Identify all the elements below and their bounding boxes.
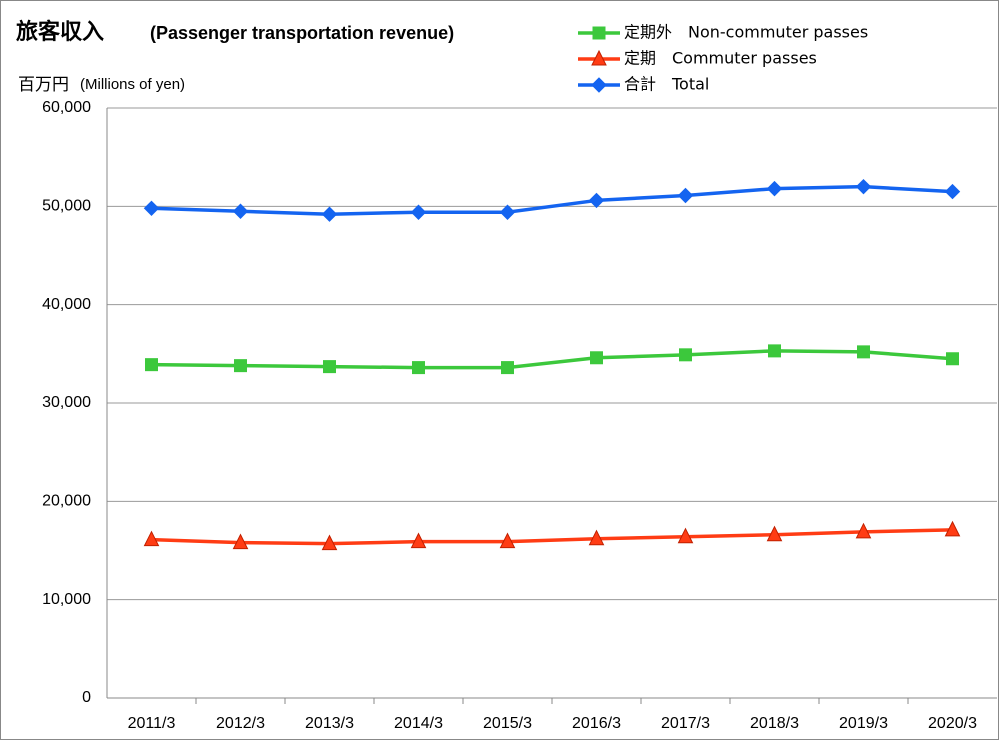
marker — [679, 348, 692, 362]
legend-label: 定期 Commuter passes — [624, 49, 817, 68]
marker — [143, 200, 160, 217]
marker — [145, 358, 158, 372]
marker — [766, 180, 783, 197]
legend-label: 定期外 Non-commuter passes — [624, 23, 868, 42]
y-tick-label: 60,000 — [42, 99, 91, 116]
legend-marker — [591, 77, 607, 93]
marker — [321, 534, 338, 551]
marker — [857, 345, 870, 359]
marker — [768, 344, 781, 358]
marker — [855, 178, 872, 195]
y-tick-label: 20,000 — [42, 493, 91, 510]
marker — [677, 527, 694, 544]
marker — [501, 361, 514, 375]
x-tick-label: 2018/3 — [750, 715, 799, 732]
y-tick-label: 10,000 — [42, 591, 91, 608]
x-tick-label: 2011/3 — [128, 715, 176, 732]
series-line — [151, 184, 953, 216]
x-tick-label: 2020/3 — [928, 715, 977, 732]
marker — [321, 206, 338, 222]
marker — [590, 351, 603, 365]
marker — [412, 361, 425, 375]
x-tick-label: 2019/3 — [839, 715, 888, 732]
marker — [944, 183, 961, 200]
y-tick-label: 0 — [82, 689, 91, 706]
y-tick-label: 50,000 — [42, 198, 91, 215]
y-axis-label-en: (Millions of yen) — [80, 76, 185, 93]
marker — [499, 204, 516, 220]
chart-subtitle: (Passenger transportation revenue) — [150, 23, 454, 43]
x-tick-label: 2014/3 — [394, 715, 443, 732]
marker — [946, 352, 959, 366]
x-tick-label: 2016/3 — [572, 715, 621, 732]
series-line — [151, 528, 953, 546]
marker — [234, 359, 247, 373]
y-tick-label: 40,000 — [42, 296, 91, 313]
x-tick-label: 2015/3 — [483, 715, 532, 732]
marker — [766, 525, 783, 542]
y-axis-label: 百万円 — [18, 75, 69, 95]
marker — [232, 533, 249, 550]
series-line — [151, 349, 953, 370]
marker — [410, 204, 427, 220]
x-tick-label: 2013/3 — [305, 715, 354, 732]
marker — [588, 192, 605, 209]
legend-marker — [591, 49, 607, 66]
marker — [944, 520, 961, 537]
marker — [677, 187, 694, 204]
marker — [499, 532, 516, 549]
marker — [410, 532, 427, 549]
marker — [323, 360, 336, 374]
marker — [143, 530, 160, 547]
marker — [588, 529, 605, 546]
x-tick-label: 2017/3 — [661, 715, 710, 732]
legend-marker — [592, 26, 606, 40]
chart-title: 旅客収入 — [16, 19, 104, 45]
legend-label: 合計 Total — [624, 75, 709, 94]
y-tick-label: 30,000 — [42, 394, 91, 411]
x-tick-label: 2012/3 — [216, 715, 265, 732]
marker — [232, 203, 249, 219]
marker — [855, 522, 872, 539]
